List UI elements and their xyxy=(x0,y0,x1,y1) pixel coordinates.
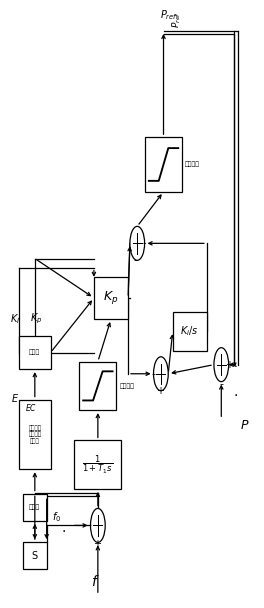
Text: 模糊推理
模糊规则
解模糊: 模糊推理 模糊规则 解模糊 xyxy=(28,425,41,444)
Text: .: . xyxy=(62,522,66,536)
Text: -: - xyxy=(152,369,155,379)
Text: +: + xyxy=(156,385,164,396)
Text: $P_{ref}$: $P_{ref}$ xyxy=(160,8,178,22)
Bar xyxy=(94,277,128,319)
Circle shape xyxy=(214,348,229,382)
Text: 模糊化: 模糊化 xyxy=(29,505,40,510)
Text: $P_{ref}$: $P_{ref}$ xyxy=(170,11,183,28)
Text: +: + xyxy=(225,360,233,370)
Bar xyxy=(19,399,51,469)
Text: $K_p$: $K_p$ xyxy=(30,312,42,326)
Bar xyxy=(173,311,207,351)
Text: +: + xyxy=(93,539,101,548)
Text: 限幅环节: 限幅环节 xyxy=(119,383,134,389)
Bar xyxy=(23,542,47,570)
Text: -: - xyxy=(143,238,146,248)
Text: .: . xyxy=(234,385,238,399)
Text: -: - xyxy=(87,520,91,530)
Bar xyxy=(19,336,51,369)
Text: $E$: $E$ xyxy=(11,392,19,404)
Text: -: - xyxy=(134,255,138,265)
Text: $P$: $P$ xyxy=(240,419,250,432)
Text: $EC$: $EC$ xyxy=(25,402,37,413)
Text: $K_i/s$: $K_i/s$ xyxy=(180,325,199,338)
Bar xyxy=(23,494,47,521)
Circle shape xyxy=(130,226,145,260)
Text: $\dfrac{1}{1+T_1 s}$: $\dfrac{1}{1+T_1 s}$ xyxy=(82,454,114,476)
Text: $K_p$: $K_p$ xyxy=(103,289,119,306)
Text: -: - xyxy=(219,379,223,389)
Text: 解模糊: 解模糊 xyxy=(29,350,40,355)
Text: S: S xyxy=(32,551,38,561)
Text: $f_0$: $f_0$ xyxy=(52,511,61,525)
Bar xyxy=(79,362,116,410)
Bar xyxy=(145,137,182,192)
Text: $f$: $f$ xyxy=(91,574,100,589)
Circle shape xyxy=(154,357,168,391)
Bar xyxy=(74,440,121,489)
Text: 限幅环节: 限幅环节 xyxy=(185,162,200,167)
Text: $K_I$: $K_I$ xyxy=(10,313,20,326)
Circle shape xyxy=(91,508,105,542)
